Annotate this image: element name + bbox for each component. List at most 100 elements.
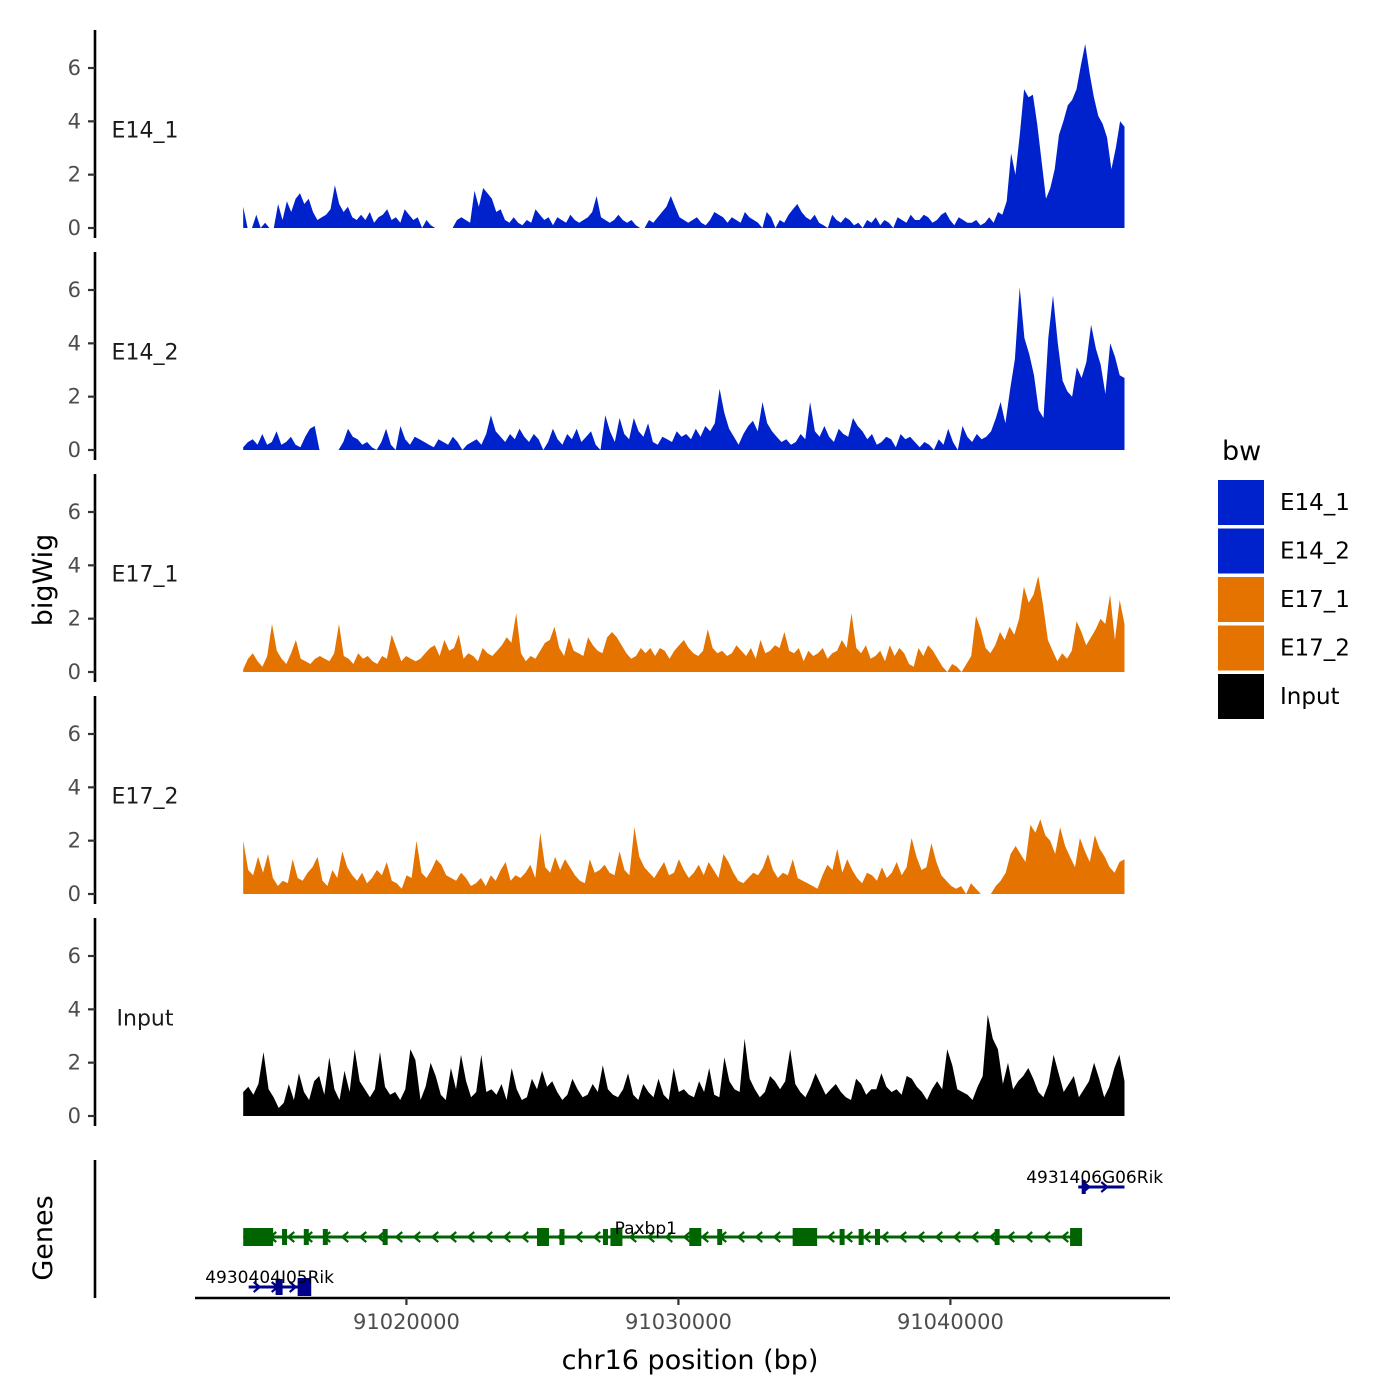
strand-arrow bbox=[844, 1231, 853, 1243]
y-tick-label: 0 bbox=[68, 438, 81, 462]
legend-label: E14_2 bbox=[1280, 539, 1350, 565]
series-area-E17_2 bbox=[243, 819, 1125, 894]
x-tick-label: 91040000 bbox=[897, 1310, 1004, 1334]
series-area-E14_2 bbox=[243, 287, 1125, 450]
track-E17_2: 0 2 4 6 E17_2 bbox=[68, 696, 1125, 906]
strand-arrow bbox=[1060, 1231, 1069, 1243]
strand-arrow bbox=[898, 1231, 907, 1243]
exon bbox=[717, 1229, 723, 1245]
legend-item-E17_2: E17_2 bbox=[1218, 625, 1350, 671]
track-E14_1: 0 2 4 6 E14_1 bbox=[68, 30, 1125, 240]
y-tick-label: 4 bbox=[68, 553, 81, 577]
track-label: E14_1 bbox=[112, 118, 179, 143]
x-tick-label: 91020000 bbox=[353, 1310, 460, 1334]
strand-arrow bbox=[826, 1231, 835, 1243]
track-label: E14_2 bbox=[112, 340, 179, 365]
y-tick-label: 4 bbox=[68, 331, 81, 355]
strand-arrow bbox=[1024, 1231, 1033, 1243]
strand-arrow bbox=[754, 1231, 763, 1243]
y-tick-label: 2 bbox=[68, 607, 81, 631]
strand-arrow bbox=[772, 1231, 781, 1243]
y-tick-label: 6 bbox=[68, 278, 81, 302]
strand-arrow bbox=[484, 1231, 493, 1243]
strand-arrow bbox=[952, 1231, 961, 1243]
y-tick-label: 6 bbox=[68, 944, 81, 968]
legend-item-E14_1: E14_1 bbox=[1218, 480, 1350, 525]
legend-swatch bbox=[1218, 577, 1264, 622]
exon bbox=[1081, 1180, 1086, 1194]
signal-tracks: 0 2 4 6 E14_1 0 2 4 6 E14_2 0 2 4 6 E17_1 0 2 4 6 E17_2 0 2 4 6… bbox=[68, 30, 1125, 1128]
track-label: Input bbox=[117, 1006, 174, 1031]
strand-arrow bbox=[430, 1231, 439, 1243]
gene-Paxbp1: Paxbp1 bbox=[243, 1219, 1083, 1246]
legend-title: bw bbox=[1222, 436, 1261, 467]
y-tick-label: 0 bbox=[68, 882, 81, 906]
strand-arrow bbox=[880, 1231, 889, 1243]
legend-swatch bbox=[1218, 674, 1264, 719]
x-tick-label: 91030000 bbox=[625, 1310, 732, 1334]
exon bbox=[1070, 1228, 1083, 1246]
y-tick-label: 4 bbox=[68, 775, 81, 799]
legend-item-E17_1: E17_1 bbox=[1218, 577, 1350, 622]
exon bbox=[243, 1228, 274, 1246]
y-tick-label: 0 bbox=[68, 1104, 81, 1128]
exon bbox=[994, 1229, 1000, 1245]
strand-arrow bbox=[862, 1231, 871, 1243]
strand-arrow bbox=[376, 1231, 385, 1243]
y-tick-label: 4 bbox=[68, 109, 81, 133]
y-tick-label: 0 bbox=[68, 216, 81, 240]
legend: bw E14_1 E14_2 E17_1 E17_2 Input bbox=[1218, 436, 1350, 719]
series-area-Input bbox=[243, 1014, 1125, 1116]
strand-arrow bbox=[916, 1231, 925, 1243]
gene-track: Paxbp1 4930404I05Rik 4931406G06Rik bbox=[93, 1160, 1163, 1298]
exon bbox=[297, 1278, 312, 1296]
exon bbox=[839, 1229, 845, 1245]
track-label: E17_1 bbox=[112, 562, 179, 587]
strand-arrow bbox=[1100, 1181, 1109, 1193]
x-axis-title: chr16 position (bp) bbox=[562, 1345, 819, 1376]
track-Input: 0 2 4 6 Input bbox=[68, 918, 1125, 1128]
exon bbox=[858, 1229, 864, 1245]
y-tick-label: 6 bbox=[68, 500, 81, 524]
exon bbox=[322, 1229, 328, 1245]
strand-arrow bbox=[520, 1231, 529, 1243]
exon bbox=[874, 1229, 880, 1245]
legend-item-Input: Input bbox=[1218, 674, 1340, 719]
gene-label: Paxbp1 bbox=[615, 1219, 677, 1239]
series-area-E14_1 bbox=[243, 44, 1125, 228]
series-area-E17_1 bbox=[243, 576, 1125, 672]
exon bbox=[382, 1229, 388, 1245]
exon bbox=[282, 1229, 288, 1245]
strand-arrow bbox=[646, 1231, 655, 1243]
y-tick-label: 2 bbox=[68, 163, 81, 187]
strand-arrow bbox=[934, 1231, 943, 1243]
exon bbox=[559, 1229, 565, 1245]
track-E14_2: 0 2 4 6 E14_2 bbox=[68, 252, 1125, 462]
exon bbox=[602, 1229, 608, 1245]
legend-item-E14_2: E14_2 bbox=[1218, 528, 1350, 574]
strand-arrow bbox=[288, 1281, 298, 1293]
legend-label: E14_1 bbox=[1280, 490, 1350, 516]
y-tick-label: 2 bbox=[68, 829, 81, 853]
strand-arrow bbox=[592, 1231, 601, 1243]
strand-arrow bbox=[412, 1231, 421, 1243]
gene-4931406G06Rik: 4931406G06Rik bbox=[1026, 1168, 1163, 1194]
gene-label: 4930404I05Rik bbox=[205, 1268, 334, 1288]
strand-arrow bbox=[502, 1231, 511, 1243]
strand-arrow bbox=[682, 1231, 691, 1243]
strand-arrow bbox=[700, 1231, 709, 1243]
legend-label: E17_1 bbox=[1280, 587, 1350, 613]
legend-label: E17_2 bbox=[1280, 636, 1350, 662]
strand-arrow bbox=[1042, 1231, 1051, 1243]
exon bbox=[303, 1229, 309, 1245]
genes-track-title: Genes bbox=[28, 1195, 59, 1280]
legend-swatch bbox=[1218, 480, 1264, 525]
gene-label: 4931406G06Rik bbox=[1026, 1168, 1163, 1188]
track-E17_1: 0 2 4 6 E17_1 bbox=[68, 474, 1125, 684]
y-tick-label: 6 bbox=[68, 56, 81, 80]
exon bbox=[689, 1228, 702, 1246]
strand-arrow bbox=[628, 1231, 637, 1243]
y-tick-label: 2 bbox=[68, 385, 81, 409]
strand-arrow bbox=[340, 1231, 349, 1243]
exon bbox=[610, 1228, 623, 1246]
